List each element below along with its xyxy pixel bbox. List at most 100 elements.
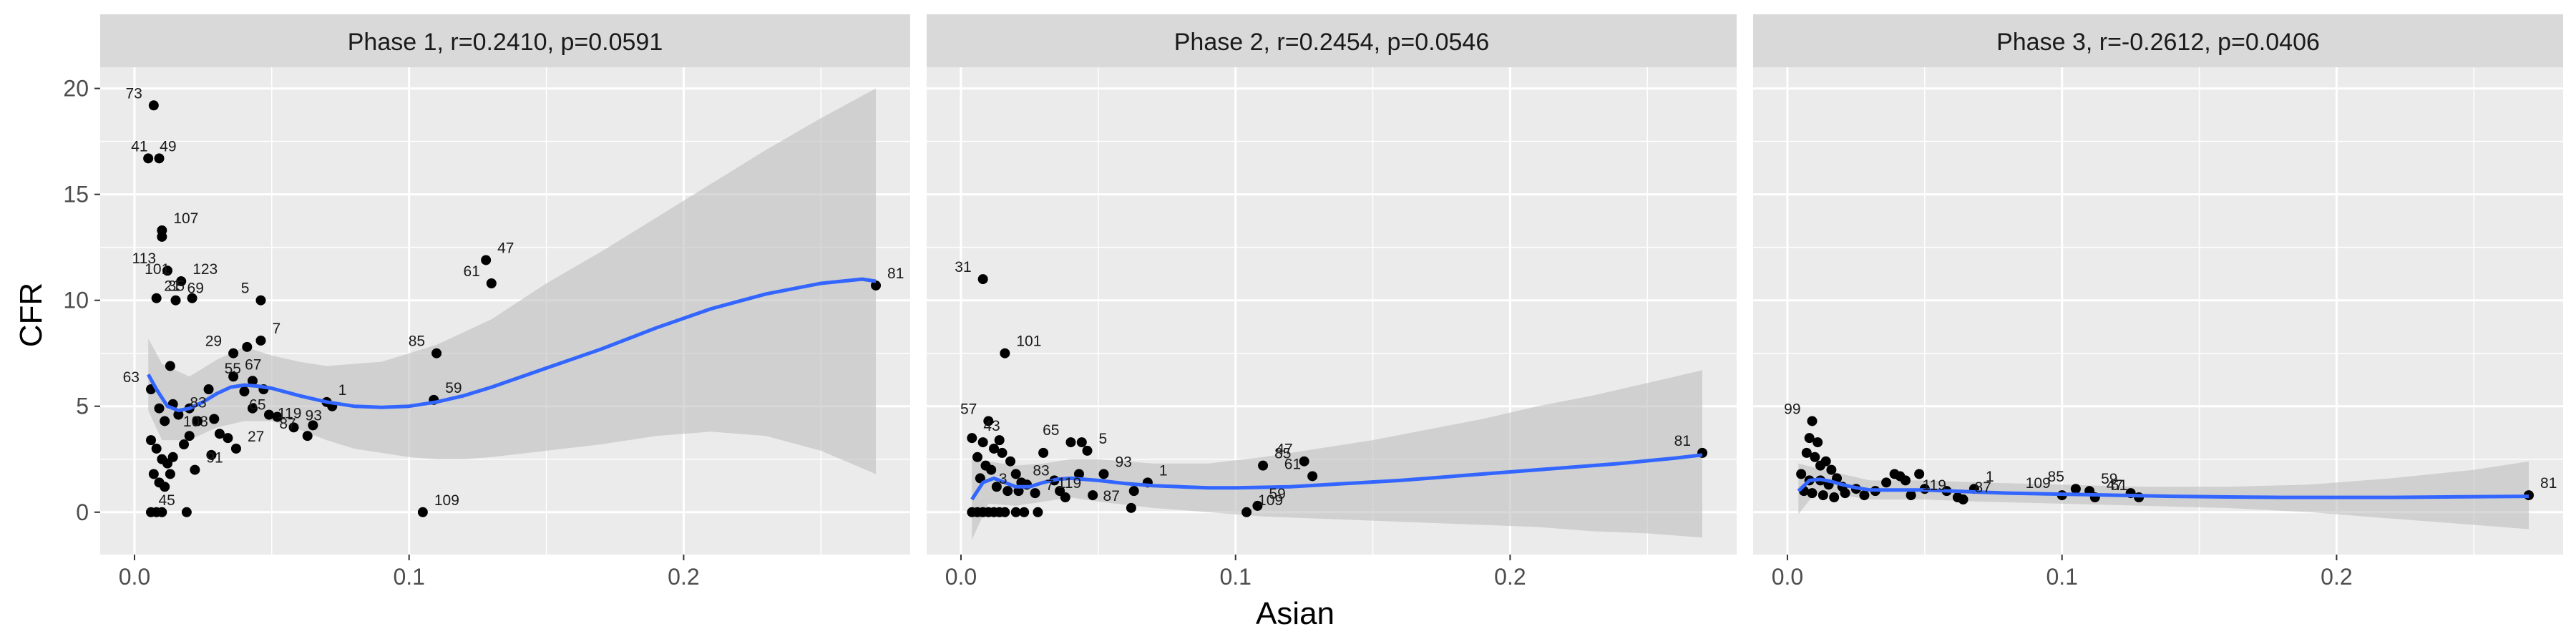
data-point (481, 255, 492, 265)
facet-strip (1753, 14, 2563, 67)
point-label: 65 (1043, 422, 1059, 439)
data-point (203, 384, 214, 395)
point-label: 45 (159, 492, 175, 509)
point-label: 61 (2111, 477, 2127, 494)
data-point (1906, 490, 1916, 501)
facet-panel-2: Phase 2, r=0.2454, p=0.05463110157433836… (927, 14, 1737, 590)
x-tick-label: 0.1 (1219, 564, 1251, 590)
data-point (1241, 507, 1252, 517)
data-point (223, 433, 233, 444)
data-point (160, 482, 170, 492)
data-point (1098, 469, 1109, 479)
data-point (1807, 416, 1818, 426)
data-point (247, 376, 258, 386)
data-point (1840, 488, 1850, 499)
point-label: 101 (1016, 333, 1041, 350)
point-label: 69 (187, 280, 204, 297)
data-point (1958, 494, 1968, 505)
data-point (239, 386, 250, 397)
data-point (148, 100, 159, 111)
data-point (157, 507, 167, 517)
data-point (165, 361, 175, 371)
data-point (214, 429, 225, 439)
data-point (1252, 500, 1263, 511)
data-point (1088, 490, 1098, 501)
facet-title: Phase 3, r=-0.2612, p=0.0406 (1996, 29, 2320, 56)
y-tick-label: 0 (76, 499, 89, 525)
data-point (154, 153, 165, 164)
data-point (1128, 486, 1139, 497)
x-tick-label: 0.0 (119, 564, 150, 590)
data-point (1033, 507, 1043, 517)
data-point (288, 422, 299, 433)
y-tick-label: 20 (63, 76, 89, 102)
point-label: 29 (205, 333, 222, 350)
data-point (1881, 477, 1892, 488)
data-point (994, 435, 1005, 446)
point-label: 85 (409, 333, 425, 350)
data-point (242, 341, 253, 352)
point-label: 47 (497, 240, 514, 256)
point-label: 47 (1276, 441, 1292, 458)
data-point (1000, 348, 1010, 358)
data-point (154, 403, 165, 414)
data-point (151, 443, 162, 454)
data-point (1820, 456, 1831, 467)
point-label: 49 (160, 138, 176, 155)
data-point (1818, 490, 1828, 501)
facet-title: Phase 2, r=0.2454, p=0.0546 (1174, 29, 1489, 56)
data-point (255, 295, 266, 306)
data-point (228, 371, 239, 382)
point-label: 65 (249, 397, 265, 414)
data-point (1801, 447, 1812, 458)
facet-title: Phase 1, r=0.2410, p=0.0591 (348, 29, 663, 56)
x-tick-label: 0.2 (668, 564, 699, 590)
data-point (1010, 469, 1021, 479)
point-label: 87 (1103, 488, 1120, 504)
data-point (972, 452, 982, 462)
point-label: 41 (131, 138, 147, 155)
data-point (209, 414, 220, 424)
data-point (247, 403, 258, 414)
data-point (1065, 437, 1076, 448)
point-label: 93 (306, 407, 322, 424)
x-tick-label: 0.1 (393, 564, 424, 590)
data-point (1073, 469, 1084, 479)
x-tick-label: 0.0 (1772, 564, 1803, 590)
data-point (431, 348, 442, 358)
point-label: 57 (960, 401, 977, 417)
point-label: 119 (1922, 477, 1946, 494)
data-point (184, 431, 195, 441)
point-label: 55 (225, 361, 241, 377)
data-point (173, 409, 184, 420)
data-point (1258, 460, 1269, 471)
data-point (308, 420, 318, 431)
data-point (181, 507, 192, 517)
point-label: 7 (272, 321, 280, 337)
data-point (1000, 507, 1010, 517)
data-point (179, 439, 190, 450)
y-tick-label: 5 (76, 394, 89, 419)
data-point (1060, 492, 1070, 503)
point-label: 123 (192, 261, 218, 278)
data-point (143, 153, 154, 164)
data-point (1002, 486, 1013, 497)
point-label: 5 (1098, 431, 1107, 447)
x-tick-label: 0.2 (1494, 564, 1526, 590)
x-tick-label: 0.1 (2046, 564, 2077, 590)
point-label: 87 (1975, 479, 1991, 496)
data-point (1804, 433, 1815, 444)
point-label: 73 (125, 85, 142, 102)
facet-strip (927, 14, 1737, 67)
data-point (977, 274, 988, 285)
point-label: 101 (145, 261, 170, 278)
data-point (190, 464, 200, 475)
data-point (1796, 469, 1807, 479)
data-point (1859, 490, 1870, 501)
smooth-line (147, 277, 877, 413)
facet-strip (100, 14, 910, 67)
data-point (1307, 471, 1318, 482)
data-point (1299, 456, 1309, 467)
y-tick-label: 15 (63, 182, 89, 208)
data-point (1810, 452, 1820, 462)
